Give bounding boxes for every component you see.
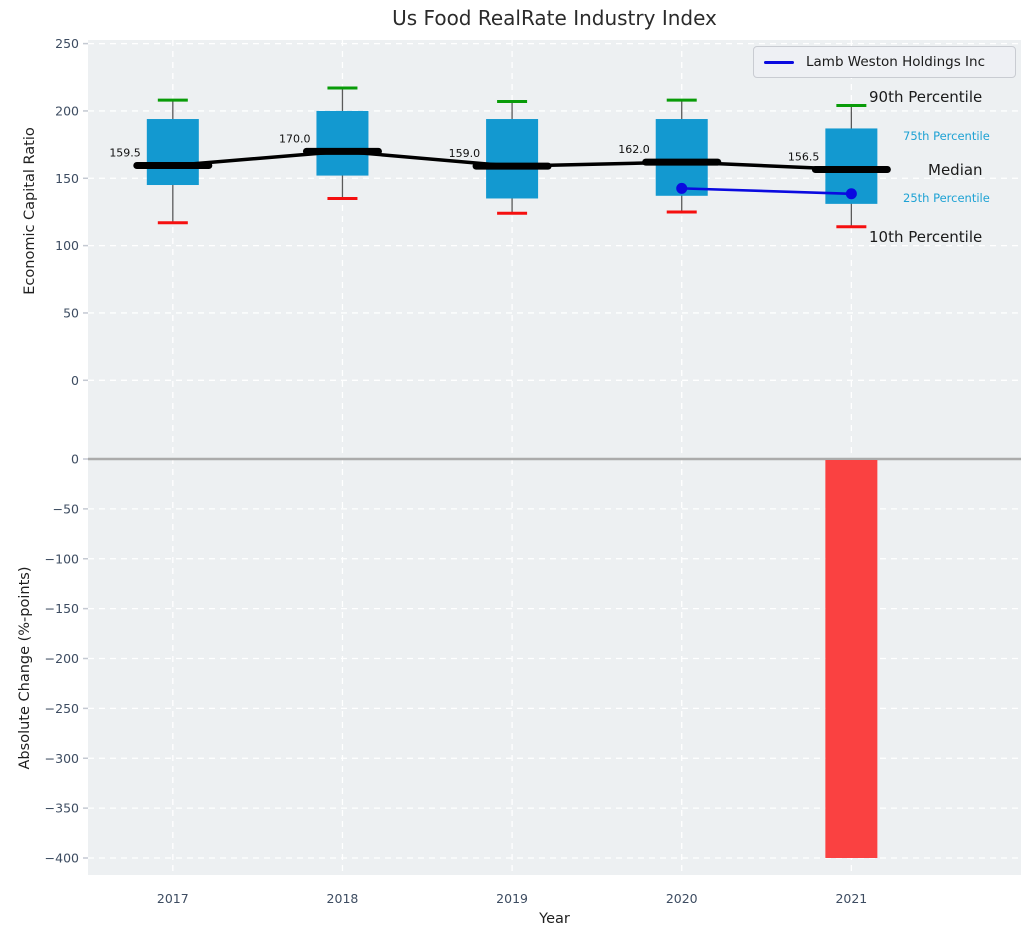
company-point bbox=[676, 182, 688, 194]
y-tick-label-top: 150 bbox=[55, 171, 79, 186]
x-tick-label-2021: 2021 bbox=[835, 891, 867, 906]
legend-line-swatch bbox=[764, 60, 794, 64]
median-value-label: 170.0 bbox=[279, 132, 311, 145]
y-tick-label-bottom: −200 bbox=[45, 651, 79, 666]
y-axis-label-top: Economic Capital Ratio bbox=[22, 127, 38, 295]
y-tick-label-top: 200 bbox=[55, 103, 79, 118]
y-tick-label-top: 250 bbox=[55, 36, 79, 51]
y-axis-label-bottom: Absolute Change (%-points) bbox=[17, 566, 33, 770]
legend: Lamb Weston Holdings Inc bbox=[753, 46, 1016, 78]
x-tick-label-2018: 2018 bbox=[327, 891, 359, 906]
iqr-box-2017 bbox=[146, 119, 199, 186]
y-tick-label-bottom: 0 bbox=[71, 452, 79, 467]
change-bar-2021 bbox=[825, 460, 878, 858]
y-tick-label-top: 50 bbox=[63, 305, 79, 320]
chart-title: Us Food RealRate Industry Index bbox=[392, 6, 717, 30]
x-axis-label: Year bbox=[539, 911, 570, 927]
annotation-median: Median bbox=[928, 161, 983, 179]
annotation-25th-percentile: 25th Percentile bbox=[903, 191, 990, 205]
x-tick-label-2017: 2017 bbox=[157, 891, 189, 906]
median-value-label: 162.0 bbox=[618, 143, 650, 156]
y-tick-label-bottom: −100 bbox=[45, 551, 79, 566]
y-tick-label-top: 0 bbox=[71, 373, 79, 388]
iqr-box-2018 bbox=[316, 110, 369, 176]
annotation-90th-percentile: 90th Percentile bbox=[869, 88, 983, 106]
median-value-label: 159.0 bbox=[449, 147, 481, 160]
y-tick-label-bottom: −300 bbox=[45, 751, 79, 766]
x-tick-label-2020: 2020 bbox=[666, 891, 698, 906]
median-value-label: 159.5 bbox=[109, 146, 141, 159]
iqr-box-2019 bbox=[486, 119, 539, 199]
y-tick-label-bottom: −50 bbox=[53, 501, 79, 516]
y-tick-label-bottom: −400 bbox=[45, 851, 79, 866]
y-tick-label-bottom: −250 bbox=[45, 701, 79, 716]
y-tick-label-bottom: −150 bbox=[45, 601, 79, 616]
company-point bbox=[845, 188, 857, 200]
annotation-10th-percentile: 10th Percentile bbox=[869, 228, 983, 246]
median-value-label: 156.5 bbox=[788, 151, 820, 164]
y-tick-label-bottom: −350 bbox=[45, 801, 79, 816]
legend-label: Lamb Weston Holdings Inc bbox=[806, 54, 985, 70]
y-tick-label-top: 100 bbox=[55, 238, 79, 253]
x-tick-label-2019: 2019 bbox=[496, 891, 528, 906]
company-line bbox=[681, 187, 852, 196]
annotation-75th-percentile: 75th Percentile bbox=[903, 129, 990, 143]
